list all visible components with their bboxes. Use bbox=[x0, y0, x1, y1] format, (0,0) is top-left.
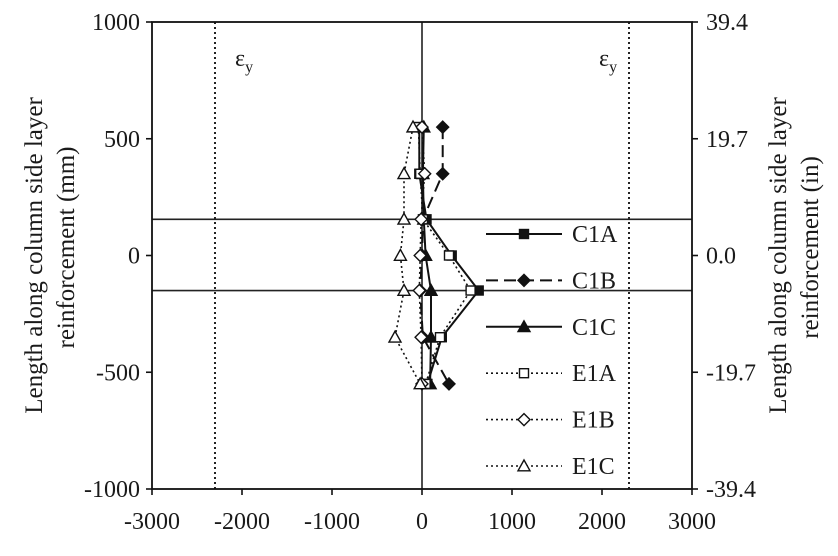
data-point bbox=[465, 285, 476, 296]
x-tick-label: 3000 bbox=[668, 509, 716, 535]
legend-item-e1a: E1A bbox=[486, 361, 617, 387]
data-point bbox=[412, 283, 427, 298]
data-point bbox=[435, 120, 450, 135]
y-right-tick-label: 39.4 bbox=[706, 10, 748, 36]
y-axis-title: reinforcement (mm) bbox=[53, 147, 80, 349]
x-tick-label: 1000 bbox=[488, 509, 536, 535]
data-point bbox=[396, 283, 412, 297]
data-point bbox=[414, 212, 429, 227]
x-tick-label: -1000 bbox=[304, 509, 360, 535]
data-point bbox=[434, 332, 446, 343]
data-series bbox=[387, 119, 484, 391]
legend-label: C1C bbox=[572, 315, 616, 341]
data-point bbox=[415, 120, 429, 135]
legend-marker bbox=[516, 319, 532, 333]
legend-item-c1b: C1B bbox=[486, 268, 616, 294]
data-point bbox=[396, 211, 412, 225]
legend-item-c1c: C1C bbox=[486, 315, 616, 341]
y-axis-title: Length along column side layer bbox=[21, 97, 48, 414]
series-e1c bbox=[387, 119, 428, 390]
data-point bbox=[423, 283, 439, 297]
x-tick-label: -2000 bbox=[214, 509, 270, 535]
legend-marker bbox=[518, 368, 530, 379]
legend-label: E1C bbox=[572, 454, 615, 480]
legend-marker bbox=[517, 412, 531, 427]
data-point bbox=[413, 248, 428, 263]
legend-item-e1b: E1B bbox=[486, 408, 615, 434]
legend-label: E1B bbox=[572, 408, 615, 434]
y-tick-label: 500 bbox=[104, 127, 140, 153]
y-tick-label: -500 bbox=[96, 360, 140, 386]
y-tick-label: 0 bbox=[128, 244, 140, 270]
data-point bbox=[393, 248, 408, 261]
data-point bbox=[417, 166, 432, 181]
data-point bbox=[405, 119, 421, 133]
y-tick-label: 1000 bbox=[92, 10, 140, 36]
y-right-axis-title: reinforcement (in) bbox=[797, 156, 824, 339]
data-point bbox=[442, 376, 456, 391]
x-tick-label: 0 bbox=[416, 509, 428, 535]
axis-ticks: -3000 -2000 -1000 0 1000 2000 3000 -1000 -500 0 50… bbox=[84, 10, 756, 535]
y-right-tick-label: 19.7 bbox=[706, 127, 748, 153]
data-point bbox=[387, 329, 403, 343]
legend-label: C1B bbox=[572, 268, 616, 294]
legend: C1A C1B C1C E1A E1B E1C bbox=[486, 222, 618, 480]
x-tick-label: 2000 bbox=[578, 509, 626, 535]
legend-item-c1a: C1A bbox=[486, 222, 618, 248]
y-right-tick-label: -19.7 bbox=[706, 360, 756, 386]
legend-label: C1A bbox=[572, 222, 618, 248]
yield-strain-label: εy bbox=[235, 46, 253, 76]
x-tick-label: -3000 bbox=[124, 509, 180, 535]
legend-item-e1c: E1C bbox=[486, 454, 615, 480]
data-point bbox=[413, 376, 428, 390]
data-point bbox=[396, 166, 412, 180]
legend-marker bbox=[517, 273, 531, 288]
yield-strain-label: εy bbox=[599, 46, 617, 76]
data-point bbox=[435, 166, 450, 181]
y-right-tick-label: 0.0 bbox=[706, 244, 736, 270]
legend-label: E1A bbox=[572, 361, 617, 387]
legend-marker bbox=[516, 458, 532, 472]
y-tick-label: -1000 bbox=[84, 477, 140, 503]
data-point bbox=[443, 250, 455, 261]
data-point bbox=[423, 329, 439, 343]
y-right-axis-title: Length along column side layer bbox=[765, 97, 792, 414]
legend-marker bbox=[518, 228, 530, 240]
y-right-tick-label: -39.4 bbox=[706, 477, 756, 503]
data-point bbox=[414, 330, 429, 345]
